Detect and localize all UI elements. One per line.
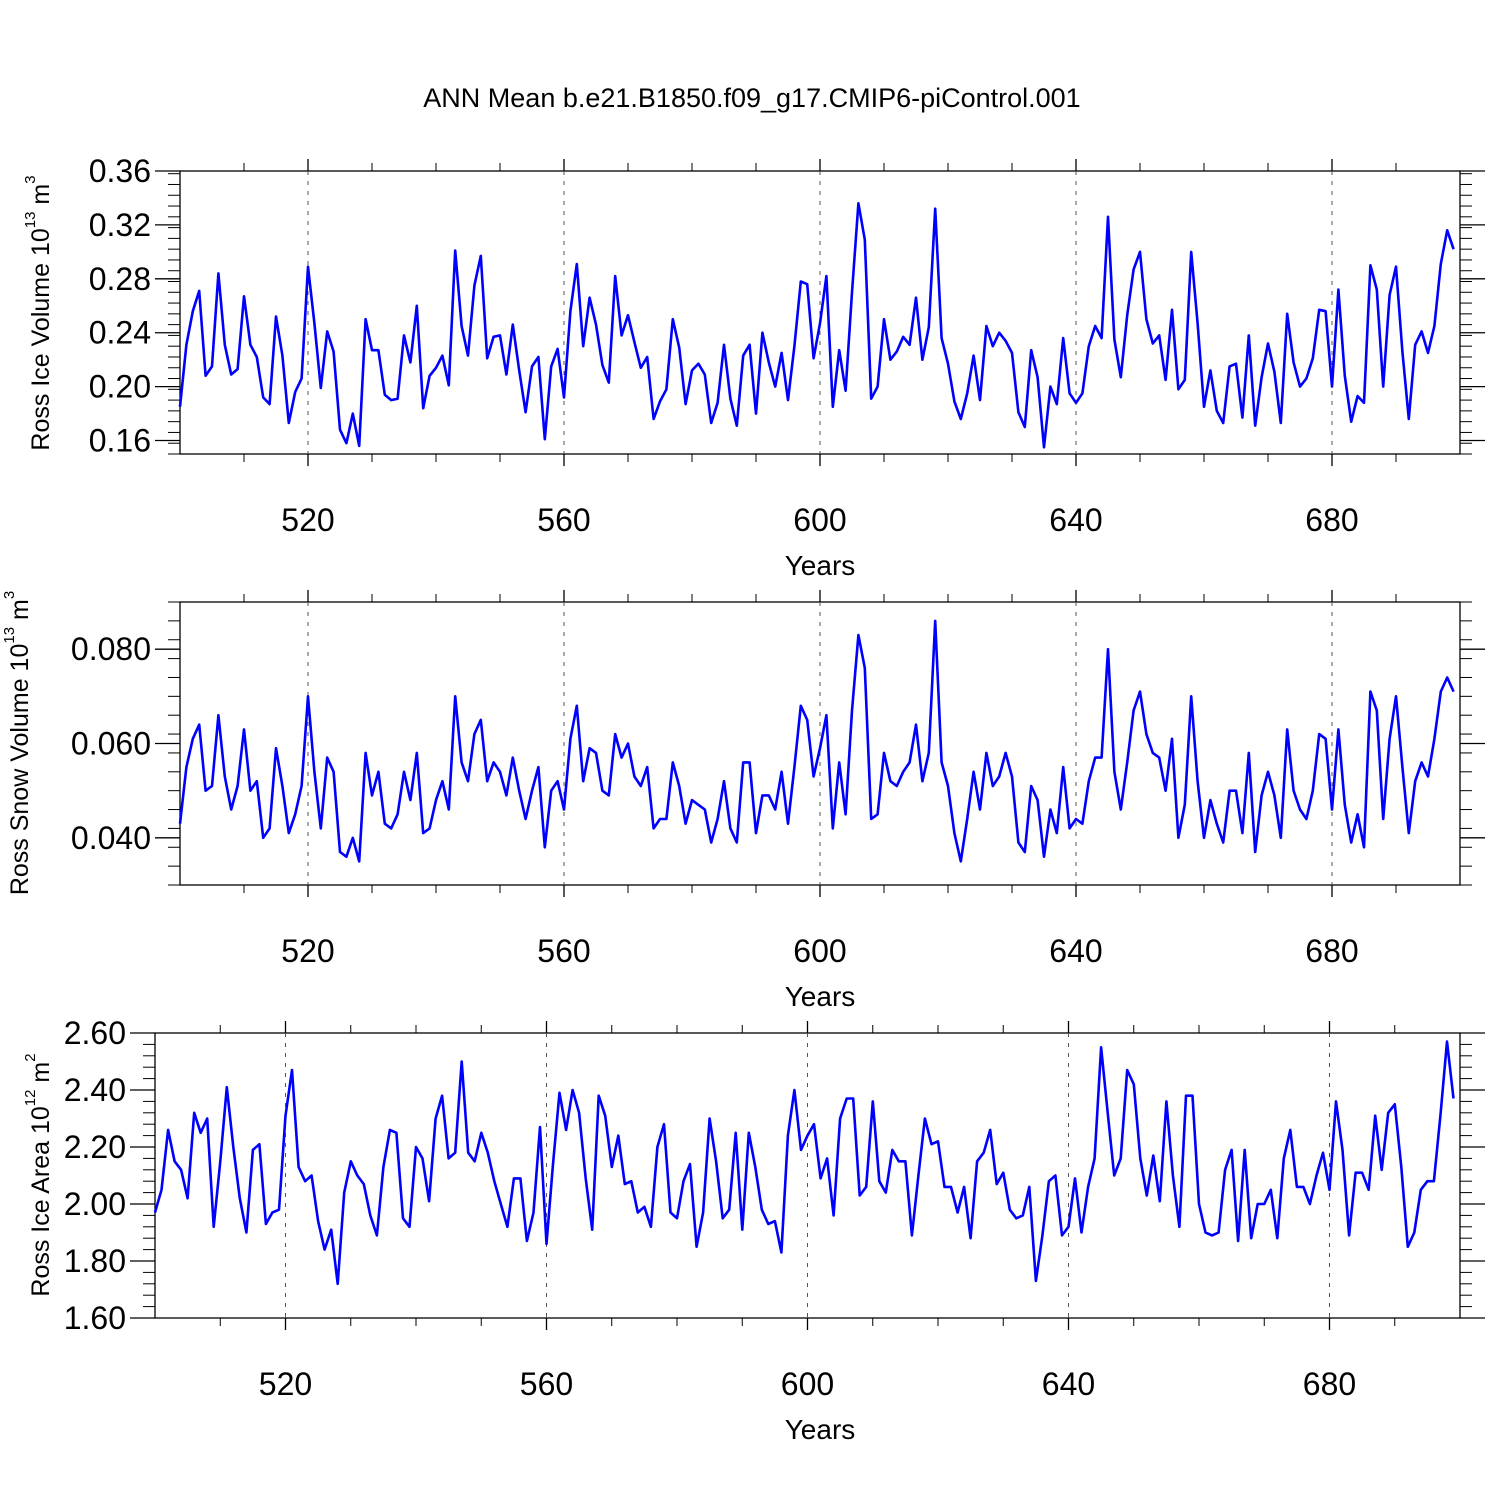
x-tick-label: 560 xyxy=(537,933,590,969)
panel-ice-area: 520 560 600 640 680 1.60 1.80 2.00 2.20 2.40 2.60 Y… xyxy=(22,1015,1485,1445)
y-label-unit-exponent: 3 xyxy=(1,591,18,599)
y-tick-label: 2.40 xyxy=(64,1072,126,1108)
x-tick-label: 640 xyxy=(1042,1366,1095,1402)
x-tick-label: 680 xyxy=(1305,502,1358,538)
y-label-unit: m xyxy=(27,1062,55,1090)
x-tick-label: 600 xyxy=(781,1366,834,1402)
y-tick-label: 0.36 xyxy=(89,153,151,189)
x-tick-label: 640 xyxy=(1049,502,1102,538)
y-axis-label: Ross Ice Area 1012 m2 xyxy=(22,1053,55,1296)
y-label-exponent: 13 xyxy=(22,212,39,229)
figure-title: ANN Mean b.e21.B1850.f09_g17.CMIP6-piCon… xyxy=(423,83,1080,113)
y-label-text: Ross Ice Area 10 xyxy=(27,1106,55,1296)
x-axis-label: Years xyxy=(785,550,856,581)
y-label-unit: m xyxy=(6,599,34,627)
y-label-unit: m xyxy=(27,184,55,212)
y-tick-label: 0.060 xyxy=(71,726,151,762)
x-tick-label: 560 xyxy=(537,502,590,538)
x-tick-label: 520 xyxy=(281,933,334,969)
y-label-text: Ross Ice Volume 10 xyxy=(27,228,55,450)
panel-ice-volume: 520 560 600 640 680 0.16 0.20 0.24 0.28 0.32 0.36 Y… xyxy=(22,153,1485,581)
y-tick-label: 2.60 xyxy=(64,1015,126,1051)
y-tick-label: 0.24 xyxy=(89,315,151,351)
x-tick-label: 680 xyxy=(1305,933,1358,969)
y-tick-label: 0.28 xyxy=(89,261,151,297)
y-label-exponent: 12 xyxy=(22,1090,39,1107)
x-tick-label: 520 xyxy=(259,1366,312,1402)
x-tick-label: 560 xyxy=(520,1366,573,1402)
y-label-text: Ross Snow Volume 10 xyxy=(6,644,34,896)
x-tick-label: 640 xyxy=(1049,933,1102,969)
y-axis-label: Ross Snow Volume 1013 m3 xyxy=(1,591,34,895)
series-line xyxy=(153,1040,1455,1286)
y-tick-label: 0.32 xyxy=(89,207,151,243)
x-axis-label: Years xyxy=(785,981,856,1012)
panel-snow-volume: 520 560 600 640 680 0.040 0.060 0.080 Years Ross … xyxy=(1,590,1485,1012)
y-tick-label: 0.20 xyxy=(89,369,151,405)
y-tick-label: 0.16 xyxy=(89,423,151,459)
x-tick-label: 520 xyxy=(281,502,334,538)
y-tick-label: 1.80 xyxy=(64,1243,126,1279)
y-label-exponent: 13 xyxy=(1,627,18,644)
x-axis-label: Years xyxy=(785,1414,856,1445)
y-tick-label: 2.20 xyxy=(64,1129,126,1165)
y-axis-label: Ross Ice Volume 1013 m3 xyxy=(22,175,55,450)
y-label-unit-exponent: 2 xyxy=(22,1053,39,1061)
x-tick-label: 680 xyxy=(1303,1366,1356,1402)
y-label-unit-exponent: 3 xyxy=(22,175,39,183)
x-tick-label: 600 xyxy=(793,933,846,969)
y-tick-label: 0.080 xyxy=(71,631,151,667)
series-line xyxy=(178,202,1455,449)
x-tick-label: 600 xyxy=(793,502,846,538)
y-tick-label: 1.60 xyxy=(64,1300,126,1336)
y-tick-label: 2.00 xyxy=(64,1186,126,1222)
series-line xyxy=(178,619,1455,863)
y-tick-label: 0.040 xyxy=(71,820,151,856)
